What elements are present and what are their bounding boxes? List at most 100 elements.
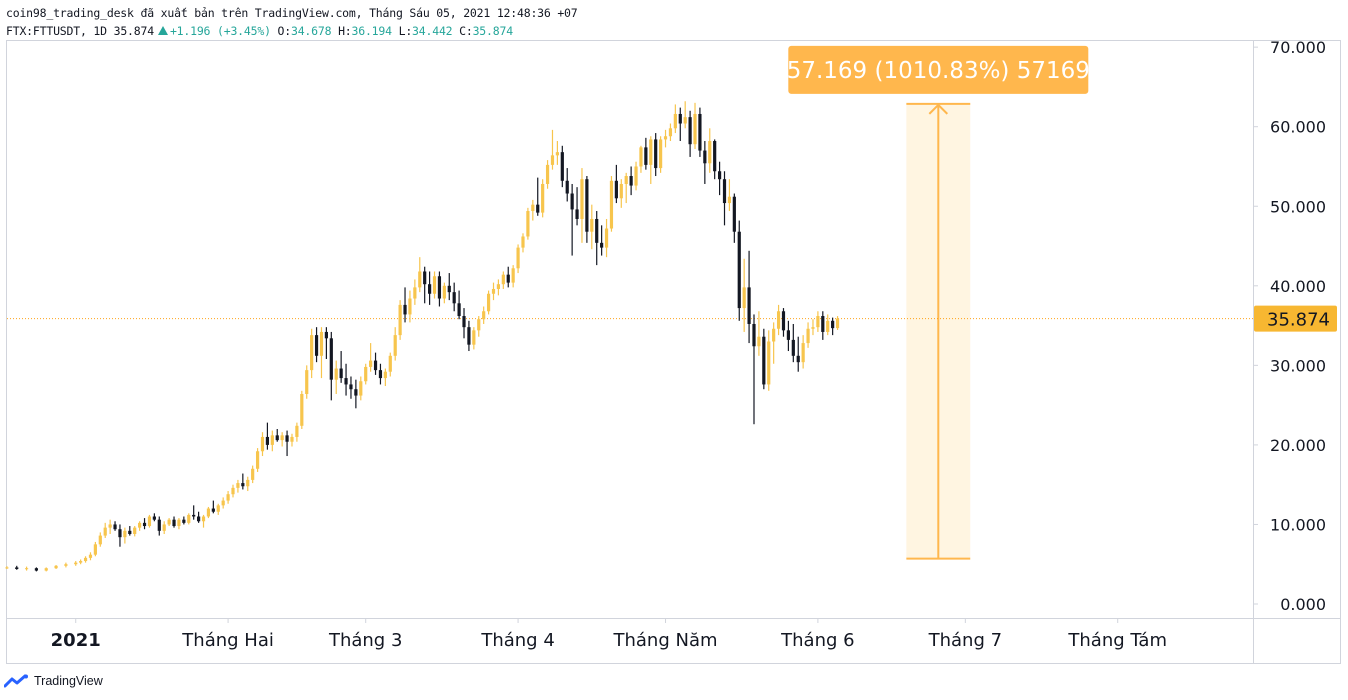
candle-body — [142, 522, 147, 527]
up-arrow-icon — [157, 26, 168, 35]
candle — [167, 518, 171, 527]
candle-body — [801, 343, 805, 363]
candle — [742, 258, 746, 332]
candle — [595, 211, 599, 266]
symbol-label: FTX:FTTUSDT, 1D — [6, 24, 107, 38]
candle — [482, 306, 486, 324]
last-price-badge-label: 35.874 — [1267, 310, 1330, 331]
candle-body — [265, 436, 270, 445]
candle — [678, 107, 682, 142]
candle-body — [393, 335, 397, 356]
candle — [403, 287, 407, 323]
candles-group — [5, 101, 840, 572]
candle — [5, 566, 9, 569]
candle-body — [555, 152, 559, 156]
price-range-tool[interactable] — [906, 102, 971, 560]
candle — [565, 168, 569, 202]
candle-body — [413, 287, 417, 299]
candle — [88, 552, 93, 561]
candle-body — [816, 316, 820, 328]
candle — [477, 316, 481, 337]
candle — [516, 244, 520, 274]
time-axis: 2021 Tháng Hai Tháng 3 Tháng 4 Tháng Năm Thán… — [51, 618, 1167, 651]
candle — [118, 524, 122, 547]
candle-body — [34, 568, 39, 571]
candle — [319, 327, 324, 379]
candle — [182, 516, 186, 525]
candle-body — [275, 435, 279, 441]
candle-body — [324, 331, 328, 339]
candle-body — [821, 316, 825, 332]
candle — [776, 304, 781, 336]
candle-body — [486, 293, 491, 312]
candle-body — [226, 494, 230, 501]
candle-body — [93, 544, 97, 555]
candle-body — [24, 568, 29, 570]
candle — [506, 266, 510, 288]
candle-body — [708, 141, 712, 164]
candle-body — [595, 218, 599, 243]
candle-body — [491, 288, 496, 294]
candle-body — [521, 236, 525, 248]
candle-body — [162, 524, 166, 531]
candle-body — [786, 330, 790, 340]
candle-body — [629, 176, 633, 186]
candle-body — [447, 285, 451, 293]
x-tick-label: 2021 — [51, 630, 101, 651]
candle — [467, 320, 471, 352]
candle — [722, 171, 727, 226]
candle — [526, 207, 530, 240]
candle-body — [423, 271, 427, 285]
candle — [781, 308, 786, 337]
candle-body — [74, 562, 78, 565]
candle — [270, 430, 274, 452]
candle-body — [796, 355, 800, 363]
candle-body — [246, 479, 250, 487]
candle-body — [172, 519, 176, 527]
x-tick-label: Tháng 6 — [780, 630, 854, 651]
candle — [683, 101, 687, 129]
candle-body — [378, 370, 383, 379]
y-tick-label: 0.000 — [1280, 595, 1326, 614]
candle-body — [206, 508, 211, 517]
candle — [708, 128, 712, 173]
candle — [816, 311, 820, 332]
candle — [388, 352, 392, 377]
candle — [649, 136, 653, 184]
open-value: 34.678 — [290, 24, 332, 38]
candle — [246, 476, 250, 492]
candle-body — [118, 529, 122, 538]
candle-body — [177, 519, 181, 527]
candle-body — [260, 436, 265, 452]
candle — [831, 317, 835, 336]
candle — [447, 273, 451, 301]
close-value: 35.874 — [472, 24, 514, 38]
candle — [663, 129, 668, 148]
tradingview-logo[interactable]: TradingView — [4, 674, 103, 688]
candle-body — [698, 113, 702, 151]
arrow-up-icon — [928, 103, 949, 115]
chart-frame — [6, 40, 1341, 664]
candle — [44, 567, 48, 572]
candle-body — [437, 276, 442, 299]
x-tick-label: Tháng Tám — [1067, 630, 1167, 651]
candle-body — [776, 311, 781, 329]
candle-body — [811, 327, 815, 329]
price-axis: 70.000 60.000 50.000 40.000 30.000 20.000 10.0… — [1253, 38, 1326, 614]
candle-body — [187, 514, 191, 523]
candle — [423, 266, 427, 304]
candle — [580, 168, 584, 243]
candle — [619, 179, 623, 208]
candle — [201, 514, 206, 528]
candle — [545, 160, 550, 189]
candle-body — [452, 292, 456, 304]
candle-body — [826, 320, 830, 332]
candle — [133, 526, 137, 537]
candle — [369, 343, 373, 372]
candle — [324, 327, 328, 359]
candle — [531, 199, 535, 221]
candle-body — [442, 285, 446, 299]
candle-body — [590, 218, 594, 232]
candle-body — [541, 183, 545, 213]
